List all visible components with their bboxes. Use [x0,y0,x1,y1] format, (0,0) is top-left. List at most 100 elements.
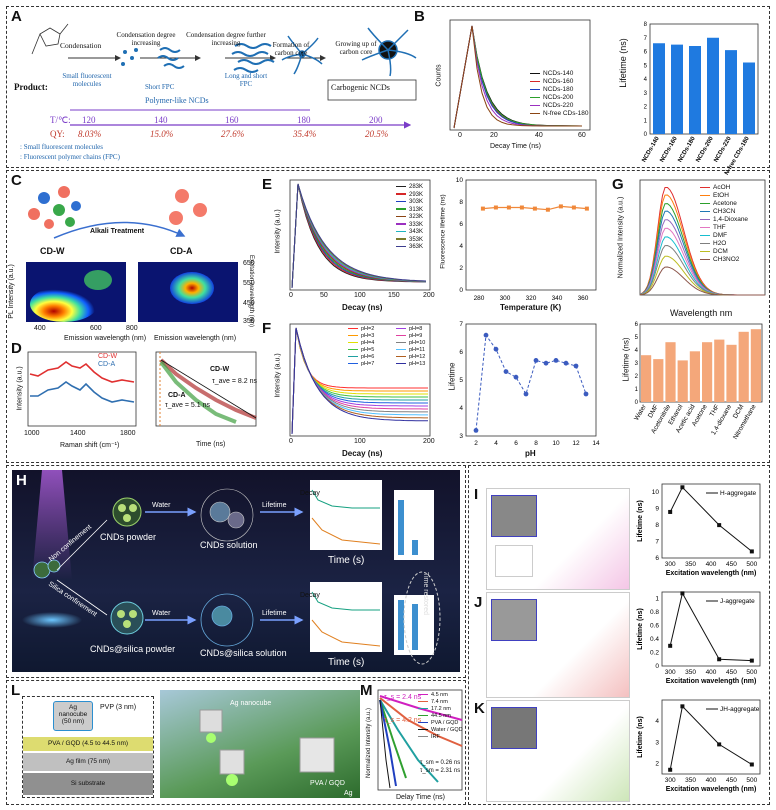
nanocube-1 [199,709,223,743]
bar [677,360,688,402]
pvp-label: PVP (3 nm) [100,704,137,711]
raman-plot [27,351,137,427]
legend-label: H-aggregate [720,490,757,497]
series-line [669,486,753,552]
bar-category-label: NCDs-160 [659,135,679,163]
f-legend: pH=2 pH=3 pH=4 pH=5 pH=6 pH=7 pH=8 pH=9 pH=10 pH=… [348,326,428,368]
decay-xtick-20: 20 [490,132,498,139]
step-growing-core: Growing up of carbon core [335,40,377,56]
panel-b-decay-plot [449,19,591,131]
y-tick: 2 [655,760,659,767]
series-line [669,705,753,770]
decay-curve [291,327,428,435]
y-tick: 4 [655,718,659,725]
ag-nanocube: Ag nanocube (50 nm) [53,701,93,731]
f-ylabel: Intensity (a.u.) [274,353,282,398]
legend-item: EtOH [700,192,748,200]
short-fpc-icon [157,47,185,69]
legend-item: CH3CN [700,208,748,216]
nanocube-3 [299,737,335,773]
data-point [558,204,563,209]
data-point [584,206,589,211]
legend-item: 283K [396,184,423,192]
x-tick: 12 [572,440,580,447]
y-tick: 3 [655,739,659,746]
time-restored-label: Time restored [421,572,429,615]
legend-fpc: : Fluorescent polymer chains (FPC) [20,153,120,161]
data-point [506,205,511,210]
legend-item: pH=4 [348,340,380,347]
c-xlabel: Emission wavelength (nm) [64,335,147,342]
x-tick: 350 [685,561,696,568]
c-ytick-650: 650 [243,260,255,267]
decay-legend: NCDs-140 NCDs-160 NCDs-180 NCDs-200 NCDs-220… [530,70,589,118]
y-tick: 0.6 [650,623,659,630]
y-tick: 6 [655,555,659,562]
product-label: Product: [14,82,48,92]
decay-ylabel: Counts [435,64,443,87]
panel-label-j: J [474,594,483,611]
y-tick: 5 [459,377,463,384]
f-xtick-100: 100 [354,438,366,445]
legend-item: NCDs-180 [530,86,589,94]
raman-xtick-1800: 1800 [120,430,136,437]
raman-legend-cda: CD-A [98,361,116,368]
panel-a-schematic [31,23,417,129]
legend-item: pH=12 [396,354,428,361]
legend-item: 17.2 nm [418,706,463,713]
panel-label-h: H [16,472,27,489]
panel-h-background [12,470,460,672]
bar [689,351,700,402]
bar-ylabel: Lifetime (ns) [617,38,628,88]
panel-b-bar-chart: 0 1 2 3 4 5 6 7 8 NCDs-140NCDs-160NCDs-180NCDs-20… [641,22,759,176]
qy-200: 20.5% [365,129,389,139]
panel-label-m: M [360,682,373,699]
qy-180: 35.4% [293,129,317,139]
plot-frame [661,483,761,559]
legend-item: 293K [396,192,423,200]
legend-item: DCM [700,248,748,256]
product-short-fpc: Short FPC [145,83,175,91]
data-point [543,360,549,366]
panel-a-frame [6,6,770,168]
x-tick: 340 [552,295,563,302]
pva-layer: PVA / GQD (4.5 to 44.5 nm) [23,737,153,751]
y-axis-label: Lifetime (ns) [637,500,644,542]
f-xtick-200: 200 [423,438,435,445]
g-legend: AcOH EtOH Acetone CH3CN 1,4-Dioxane THF DMF H2O… [700,184,748,264]
data-point [523,391,529,397]
data-point [553,358,559,363]
e-xtick-200: 200 [423,292,435,299]
g-ylabel: Normalized Intensity (a.u.) [617,196,625,279]
y-tick: 8 [655,522,659,529]
y-tick: 6 [635,322,639,328]
e-ylabel: Intensity (a.u.) [274,209,282,254]
data-point [483,332,489,338]
data-point [519,205,524,210]
decay-curve [453,25,582,129]
series-line [475,333,587,431]
small-molecules-icon [121,48,138,66]
panel-h-frame [6,465,466,678]
legend-item: pH=3 [348,333,380,340]
x-tick: 300 [665,669,676,676]
data-point [493,346,499,352]
cd-a-decay-label: CD-A [168,392,186,399]
ag-nanocube-label: Ag nanocube [230,700,272,707]
panel-label-f: F [262,320,272,337]
bar-category-label: NCDs-180 [677,135,697,163]
y-tick: 0 [635,400,639,406]
y-tick: 3 [635,361,639,367]
x-tick: 320 [526,295,537,302]
cd-w-decay-label: CD-W [210,366,230,373]
legend-item: N-free CDs-180 [530,110,589,118]
c-xlabel-right: Emission wavelength (nm) [154,335,237,342]
bar [702,342,713,402]
emission-spectrum [639,266,765,296]
product-small-molecules: Small fluorescent molecules [62,72,112,88]
bar-category-label: NCDs-220 [713,135,733,163]
legend-item: 7.4 nm [418,699,463,706]
data-point [680,485,685,490]
legend-item: 303K [396,199,423,207]
h-decay-ylabel-1: Decay [300,490,320,497]
